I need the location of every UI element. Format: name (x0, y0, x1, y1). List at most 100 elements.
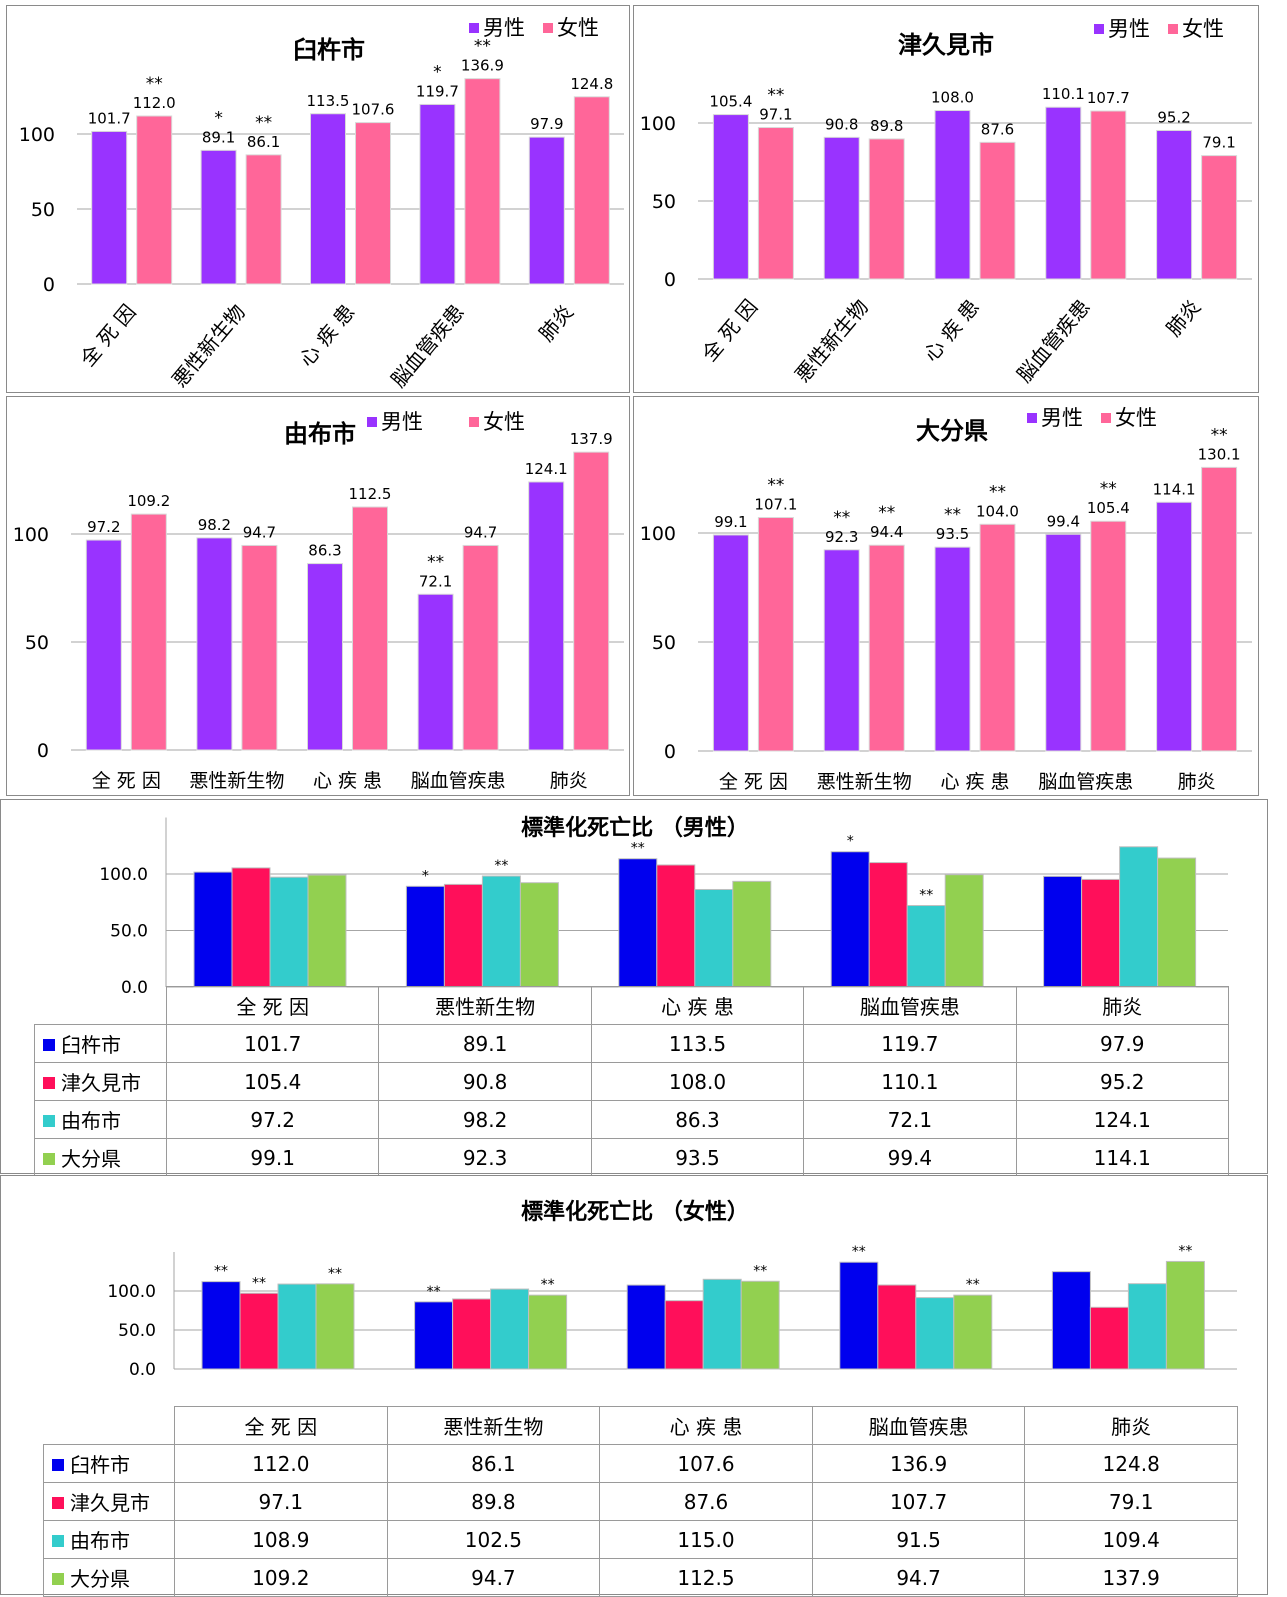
legend-label-male: 男性 (1108, 17, 1150, 41)
bar-male (310, 113, 346, 285)
table-cell: 108.9 (174, 1520, 388, 1559)
data-label: 94.7 (243, 523, 276, 541)
table-cell: 102.5 (386, 1520, 601, 1559)
y-tick-label: 0.0 (121, 978, 148, 998)
bar-male (85, 539, 122, 751)
data-label: 109.2 (127, 492, 170, 510)
x-category-label: 全 死 因 (719, 771, 788, 793)
x-category-label: 全 死 因 (75, 300, 140, 371)
chart-title: 標準化死亡比 （男性） (521, 815, 749, 841)
bar-male (528, 481, 565, 751)
table-cell: 89.8 (386, 1482, 601, 1521)
data-label: 90.8 (825, 115, 858, 133)
significance-mark: * (214, 108, 223, 128)
table-row: 大分県 99.1 92.3 93.5 99.4 114.1 (34, 1138, 1229, 1177)
data-label: 112.5 (349, 485, 392, 503)
bar-female (352, 506, 388, 751)
significance-mark: ** (427, 552, 444, 572)
chart-panel-yufu: 0 50 100 由布市 男性 女性 97.2 109.2 全 死 因 98.2 94.7 悪性新生物… (6, 396, 630, 796)
chart-panel-oita: 0 50 100 大分県 男性 女性 99.1 107.1 ** 全 死 因 92.3 ** 94.4 *… (633, 396, 1259, 796)
chart-title: 臼杵市 (293, 36, 365, 64)
table-row: 津久見市 105.4 90.8 108.0 110.1 95.2 (34, 1062, 1229, 1101)
table-cell: 115.0 (599, 1520, 813, 1559)
table-cell: 124.8 (1024, 1444, 1238, 1483)
data-label: 72.1 (419, 572, 452, 590)
bar-yufu (915, 1297, 955, 1370)
bar-female (1201, 466, 1238, 752)
table-cell: 89.1 (378, 1024, 592, 1063)
table-row: 由布市 108.9 102.5 115.0 91.5 109.4 (43, 1520, 1238, 1559)
data-label: 86.3 (308, 542, 341, 560)
bar-tsukumi (231, 867, 271, 988)
bar-male (1045, 106, 1082, 280)
bar-female (241, 544, 278, 751)
bar-usuki (618, 858, 658, 988)
chart-panel-male: 標準化死亡比 （男性） 0.0 50.0 100.0 * ** ** * ** 全 死 因悪性新… (0, 799, 1268, 1177)
bar-male (823, 136, 860, 280)
y-tick-label: 50 (25, 632, 49, 654)
legend-swatch-female (469, 417, 479, 427)
legend-swatch-female (543, 23, 553, 33)
legend-swatch (52, 1458, 64, 1471)
legend-label-female: 女性 (557, 16, 599, 40)
bar-male (1156, 129, 1193, 280)
bar-oita (732, 880, 772, 988)
significance-mark: ** (852, 1244, 866, 1260)
data-label: 93.5 (936, 525, 969, 543)
y-tick-label: 50 (652, 191, 676, 213)
chart-title: 由布市 (284, 420, 356, 448)
significance-mark: * (847, 834, 854, 850)
significance-mark: ** (541, 1277, 555, 1293)
data-label: 105.4 (709, 93, 752, 111)
table-cell: 92.3 (378, 1138, 592, 1177)
series-name: 大分県 (61, 1147, 121, 1171)
bar-yufu (694, 888, 734, 988)
bar-female (245, 154, 282, 285)
table-cell: 94.7 (386, 1558, 601, 1597)
data-label: 101.7 (88, 109, 131, 127)
table-cell: 112.5 (599, 1558, 813, 1597)
y-tick-label: 0 (43, 274, 55, 296)
table-cell: 107.6 (599, 1444, 813, 1483)
bar-female (1090, 520, 1127, 752)
table-row: 由布市 97.2 98.2 86.3 72.1 124.1 (34, 1100, 1229, 1139)
significance-mark: ** (255, 113, 272, 133)
bar-male (91, 130, 128, 285)
data-label: 112.0 (133, 94, 176, 112)
bar-male (417, 593, 454, 751)
significance-mark: * (422, 868, 429, 884)
x-category-label: 悪性新生物 (817, 771, 912, 793)
bar-male (1045, 533, 1082, 752)
data-label: 110.1 (1042, 85, 1085, 103)
bar-male (712, 114, 749, 280)
bar-female (573, 451, 610, 751)
data-label: 92.3 (825, 528, 858, 546)
table-cell: 91.5 (811, 1520, 1026, 1559)
legend-swatch-male (1094, 24, 1104, 34)
bar-tsukumi (1089, 1306, 1129, 1370)
table-row-header: 大分県 (34, 1138, 167, 1177)
x-category-label: 肺炎 (550, 770, 588, 792)
y-tick-label: 0 (37, 740, 49, 762)
y-tick-label: 50.0 (110, 922, 148, 942)
data-label: 95.2 (1157, 108, 1190, 126)
y-tick-label: 0 (664, 269, 676, 291)
table-row-header: 由布市 (34, 1100, 167, 1139)
legend-swatch-female (1101, 413, 1111, 423)
table-cell: 114.1 (1015, 1138, 1229, 1177)
bar-male (712, 534, 749, 752)
significance-mark: ** (494, 858, 508, 874)
x-category-label: 悪性新生物 (167, 300, 250, 392)
x-category-label: 心 疾 患 (294, 300, 359, 371)
bar-usuki (626, 1284, 666, 1370)
series-name: 由布市 (70, 1529, 130, 1553)
table-cell: 136.9 (811, 1444, 1026, 1483)
table-cell: 119.7 (803, 1024, 1017, 1063)
chart-title: 大分県 (916, 417, 988, 445)
data-label: 94.7 (464, 523, 497, 541)
data-label: 136.9 (461, 57, 504, 75)
table-cell: 95.2 (1015, 1062, 1229, 1101)
table-row-header: 臼杵市 (43, 1444, 175, 1483)
series-name: 由布市 (61, 1109, 121, 1133)
bar-male (200, 149, 237, 285)
